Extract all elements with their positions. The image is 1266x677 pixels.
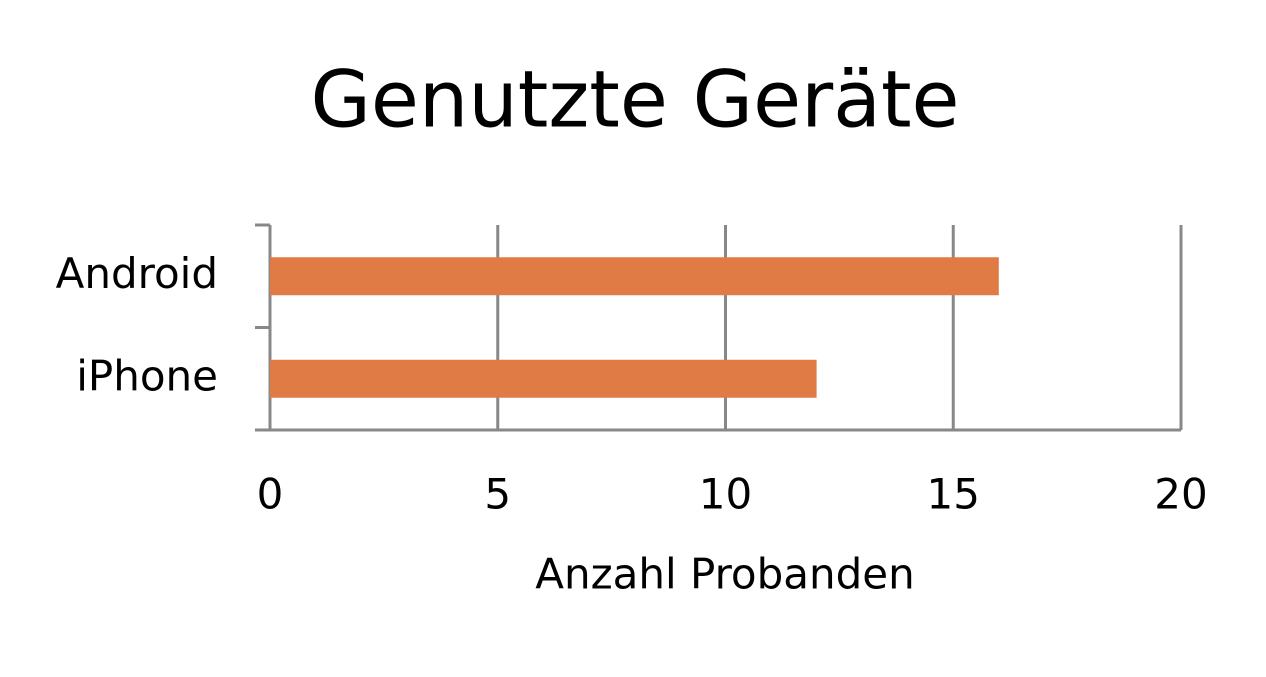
- bar: [270, 257, 999, 296]
- x-tick-label: 10: [699, 470, 752, 519]
- x-tick-label: 20: [1154, 470, 1207, 519]
- x-axis-label: Anzahl Probanden: [535, 550, 915, 599]
- x-tick-label: 5: [484, 470, 511, 519]
- y-tick-label: Android: [56, 249, 218, 298]
- chart-title: Genutzte Geräte: [310, 55, 959, 145]
- y-tick-label: iPhone: [76, 351, 218, 400]
- x-tick-label: 0: [257, 470, 284, 519]
- bar: [270, 359, 817, 398]
- x-tick-label: 15: [927, 470, 980, 519]
